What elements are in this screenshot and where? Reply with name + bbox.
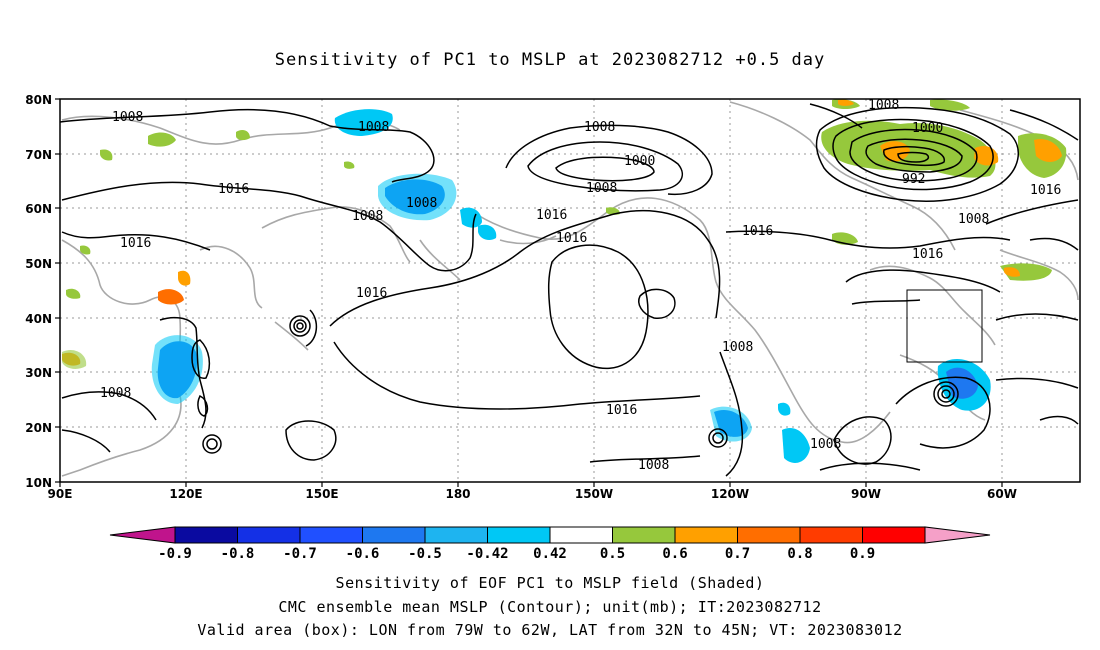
shade-orange [1004,267,1020,277]
shade-green [62,349,87,369]
isobar-label: 1008 [722,340,753,355]
coastlines [61,101,1079,477]
isobar-label: 1000 [624,154,655,169]
shade-green [236,130,250,141]
shade-cyan [478,224,497,240]
colorbar-tick-label: 0.6 [662,546,687,562]
isobar-label: 1008 [352,209,383,224]
valid-area-box [906,289,983,363]
shade-green [344,161,355,169]
colorbar-tick-label: -0.6 [346,546,380,562]
colorbar-segment [737,526,801,544]
isobar-label: 1016 [218,182,249,197]
colorbar-segment [424,526,488,544]
isobar-label: 1016 [912,247,943,262]
colorbar-tick-label: -0.7 [283,546,317,562]
colorbar-segment [487,526,551,544]
colorbar-segment [549,526,613,544]
colorbar-tick-label: -0.5 [408,546,442,562]
map-title: Sensitivity of PC1 to MSLP at 2023082712… [274,50,826,70]
map-panel: 1008 1008 1016 1016 1008 1008 1008 1016 … [59,98,1081,483]
axis-ticks [55,98,1003,487]
lon-label: 150E [305,487,338,501]
colorbar-segment [299,526,363,544]
lat-label: 80N [25,93,52,107]
shade-orange [178,270,191,286]
colorbar-tick-label: -0.9 [158,546,192,562]
isobar-label: 1016 [606,403,637,418]
lon-label: 120W [711,487,749,501]
lat-label: 10N [25,476,52,490]
isobar-label: 1016 [356,286,387,301]
isobar-label: 1008 [638,458,669,473]
shade-green [930,99,970,111]
colorbar-arrow-high [924,526,991,544]
isobar-label: 1008 [112,110,143,125]
isobar-label: 1008 [406,196,437,211]
lon-label: 90E [48,487,73,501]
mslp-contours [59,103,1079,477]
latitude-labels: 80N 70N 60N 50N 40N 30N 20N 10N [25,93,52,490]
colorbar: -0.9 -0.8 -0.7 -0.6 -0.5 -0.42 0.42 0.5 0.6 0.7 0.… [109,526,991,562]
lon-label: 150W [575,487,613,501]
colorbar-segment [799,526,863,544]
colorbar-segment [237,526,301,544]
shade-cyan [782,428,810,463]
isobar-label: 1016 [1030,183,1061,198]
lat-label: 70N [25,148,52,162]
colorbar-tick-label: 0.7 [725,546,750,562]
colorbar-tick-label: 0.42 [533,546,567,562]
lat-label: 20N [25,421,52,435]
lon-label: 120E [169,487,202,501]
lat-label: 40N [25,312,52,326]
lon-label: 90W [851,487,881,501]
shade-green [80,245,91,255]
longitude-labels: 90E 120E 150E 180 150W 120W 90W 60W [48,487,1017,501]
shade-orange [158,289,184,305]
isobar-label: 1008 [584,120,615,135]
isobar-label: 1016 [742,224,773,239]
caption-contour: CMC ensemble mean MSLP (Contour); unit(m… [278,598,822,616]
colorbar-arrow-low [109,526,176,544]
isobar-label: 1008 [810,437,841,452]
shade-cyan [378,173,457,221]
lat-label: 30N [25,366,52,380]
colorbar-tick-label: 0.5 [600,546,625,562]
isobar-label: 1016 [556,231,587,246]
lon-label: 180 [445,487,470,501]
shade-green [66,288,81,299]
isobar-label: 1008 [586,181,617,196]
shade-green [100,149,113,161]
isobar-label: 992 [902,172,925,187]
colorbar-segment [174,526,238,544]
isobar-label: 1016 [120,236,151,251]
shade-cyan [460,207,482,228]
shade-cyan [151,335,203,404]
isobar-label: 1000 [912,121,943,136]
shade-green [148,132,176,147]
isobar-label: 1008 [358,120,389,135]
lat-label: 60N [25,202,52,216]
shade-orange [838,99,854,106]
shade-orange [1034,138,1062,162]
lat-label: 50N [25,257,52,271]
colorbar-segment [862,526,926,544]
caption-valid-area: Valid area (box): LON from 79W to 62W, L… [197,621,903,639]
isobar-labels: 1008 1008 1016 1016 1008 1008 1008 1016 … [100,98,1061,473]
caption-shading: Sensitivity of EOF PC1 to MSLP field (Sh… [335,574,765,592]
colorbar-segment [674,526,738,544]
colorbar-tick-label: 0.9 [850,546,875,562]
shade-cyan [778,402,791,416]
colorbar-segment [362,526,426,544]
isobar-label: 1008 [868,98,899,113]
colorbar-tick-label: 0.8 [787,546,812,562]
isobar-label: 1008 [100,386,131,401]
lon-label: 60W [987,487,1017,501]
isobar-label: 1016 [536,208,567,223]
colorbar-segment [612,526,676,544]
colorbar-tick-label: -0.8 [221,546,255,562]
colorbar-tick-label: -0.42 [466,546,508,562]
isobar-label: 1008 [958,212,989,227]
